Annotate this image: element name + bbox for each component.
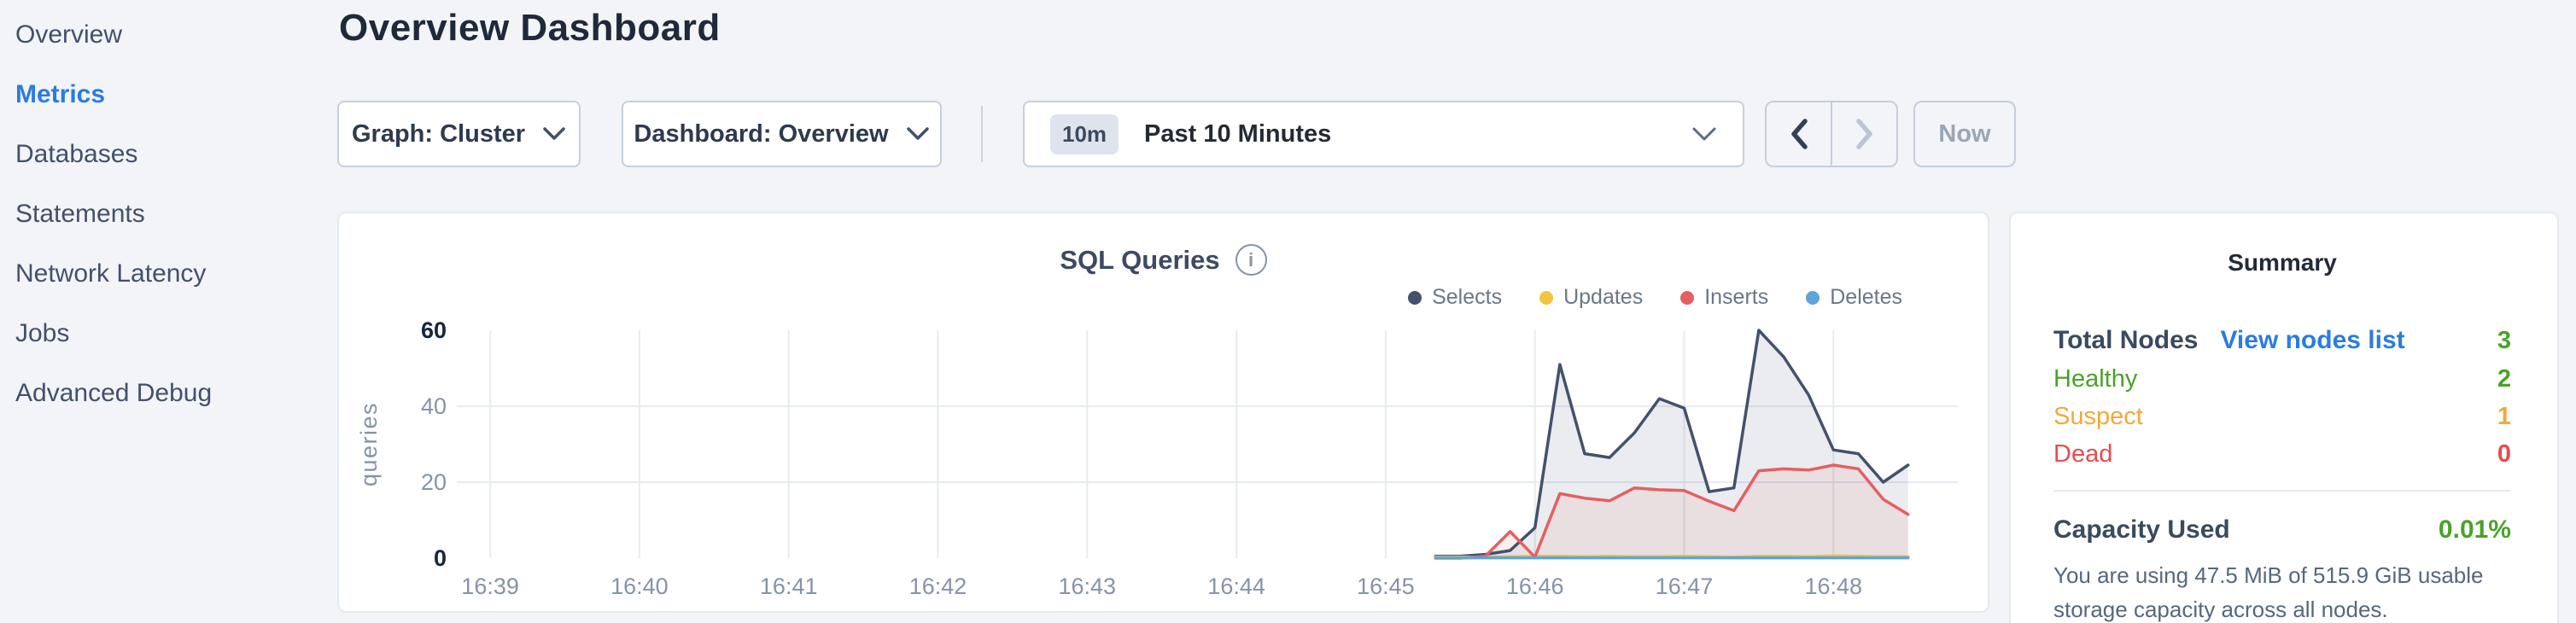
legend-label: Selects [1432,285,1503,309]
chevron-down-icon [543,127,565,140]
sidebar-nav: Overview Metrics Databases Statements Ne… [0,5,335,423]
legend-label: Inserts [1704,285,1769,309]
sidebar-item-metrics[interactable]: Metrics [15,80,106,108]
time-range-label: Past 10 Minutes [1144,119,1332,148]
graph-scope-dropdown[interactable]: Graph: Cluster [337,101,581,167]
sidebar-item-overview[interactable]: Overview [15,20,123,49]
sql-queries-panel: 16:39 16:40 16:41 16:42 16:43 16:44 16:45 16:46… [337,212,1989,613]
svg-text:queries: queries [356,402,382,486]
chart-title-row: SQL Queries i [339,244,1988,276]
time-prev-button[interactable] [1767,102,1831,166]
sidebar: Overview Metrics Databases Statements Ne… [0,0,335,623]
capacity-used-row: Capacity Used 0.01% [2053,510,2511,550]
summary-divider [2053,490,2511,492]
total-nodes-label: Total Nodes [2053,326,2199,354]
time-nav-group [1765,101,1898,167]
dashboard-label: Dashboard: Overview [634,119,889,148]
info-icon[interactable]: i [1235,244,1267,276]
time-range-selector[interactable]: 10m Past 10 Minutes [1023,101,1744,167]
healthy-label: Healthy [2053,364,2138,393]
time-next-button[interactable] [1831,102,1896,166]
legend-dot [1806,290,1820,305]
dashboard-dropdown[interactable]: Dashboard: Overview [622,101,942,167]
graph-scope-label: Graph: Cluster [351,119,526,148]
svg-text:40: 40 [421,393,447,419]
svg-text:16:47: 16:47 [1656,574,1714,599]
sidebar-item-databases[interactable]: Databases [15,140,138,168]
healthy-value: 2 [2497,364,2511,393]
chevron-down-icon [1691,126,1717,143]
legend-dot [1680,290,1695,305]
summary-panel: Summary Total Nodes View nodes list 3 He… [2009,212,2559,623]
svg-text:16:40: 16:40 [610,574,669,599]
suspect-label: Suspect [2053,402,2143,430]
legend-dot [1539,290,1554,305]
total-nodes-value: 3 [2497,326,2511,354]
svg-text:20: 20 [421,469,447,495]
suspect-value: 1 [2497,402,2511,430]
controls-row: Graph: Cluster Dashboard: Overview 10m P… [337,101,2016,167]
time-range-badge: 10m [1050,114,1119,154]
chevron-left-icon [1790,119,1808,149]
total-nodes-row: Total Nodes View nodes list 3 [2053,321,2511,360]
svg-text:16:44: 16:44 [1207,574,1265,599]
legend-item-updates[interactable]: Updates [1539,285,1643,310]
chart-legend: Selects Updates Inserts Deletes [1408,285,1902,310]
svg-text:16:43: 16:43 [1059,574,1117,599]
sql-queries-chart: 16:39 16:40 16:41 16:42 16:43 16:44 16:45 16:46… [356,317,1958,599]
svg-text:60: 60 [421,317,447,343]
capacity-used-value: 0.01% [2438,515,2511,544]
svg-text:16:39: 16:39 [461,574,519,599]
svg-text:16:48: 16:48 [1805,574,1863,599]
dead-value: 0 [2497,440,2511,468]
svg-text:16:41: 16:41 [760,574,818,599]
chevron-right-icon [1855,119,1872,149]
svg-text:16:42: 16:42 [909,574,967,599]
legend-item-deletes[interactable]: Deletes [1806,285,1902,310]
chevron-down-icon [906,127,929,140]
legend-dot [1408,290,1422,305]
sidebar-item-jobs[interactable]: Jobs [15,319,70,347]
view-nodes-list-link[interactable]: View nodes list [2220,326,2405,354]
legend-label: Updates [1563,285,1644,309]
sidebar-item-advanced-debug[interactable]: Advanced Debug [15,379,213,407]
chart-title: SQL Queries [1060,244,1220,275]
summary-title: Summary [2228,249,2337,276]
svg-text:0: 0 [434,545,447,571]
legend-item-selects[interactable]: Selects [1408,285,1502,310]
legend-item-inserts[interactable]: Inserts [1680,285,1768,310]
dead-label: Dead [2053,440,2113,468]
controls-divider [981,106,983,162]
capacity-used-label: Capacity Used [2053,515,2230,544]
svg-text:16:46: 16:46 [1506,574,1564,599]
healthy-nodes-row: Healthy 2 [2053,360,2511,398]
sidebar-item-network-latency[interactable]: Network Latency [15,259,207,288]
capacity-note: You are using 47.5 MiB of 515.9 GiB usab… [2053,562,2484,622]
sidebar-item-statements[interactable]: Statements [15,200,145,228]
suspect-nodes-row: Suspect 1 [2053,398,2511,435]
summary-rows: Total Nodes View nodes list 3 Healthy 2 … [2053,321,2511,473]
svg-text:16:45: 16:45 [1357,574,1415,599]
dead-nodes-row: Dead 0 [2053,435,2511,473]
legend-label: Deletes [1830,285,1902,309]
now-button[interactable]: Now [1913,101,2016,167]
page-title: Overview Dashboard [339,7,721,49]
